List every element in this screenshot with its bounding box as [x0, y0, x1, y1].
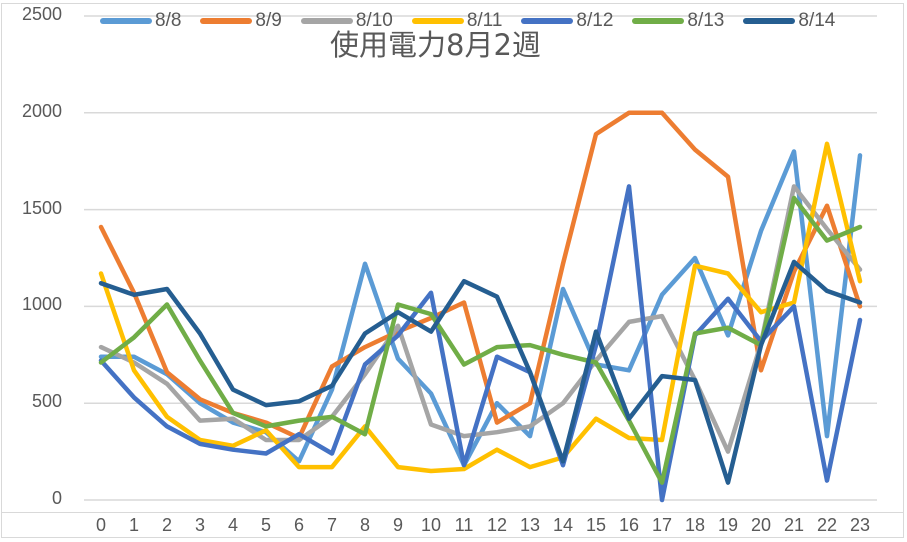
x-tick-label: 3	[194, 515, 205, 535]
chart-area	[1, 3, 904, 538]
series-line-8-10[interactable]	[98, 184, 863, 454]
legend-item[interactable]: 8/12	[521, 10, 613, 32]
x-tick-label: 15	[585, 515, 607, 535]
x-tick-label: 11	[454, 515, 474, 535]
legend-label: 8/9	[255, 10, 282, 31]
x-tick-label: 2	[161, 515, 172, 535]
legend-label: 8/12	[576, 10, 614, 31]
x-tick-label: 6	[293, 515, 304, 535]
x-tick-label: 17	[651, 515, 673, 535]
series-line-8-12[interactable]	[98, 184, 863, 503]
legend-item[interactable]: 8/9	[200, 10, 282, 32]
x-tick-label: 22	[816, 515, 838, 535]
series-line-8-14[interactable]	[98, 259, 863, 485]
legend-swatch-icon	[100, 18, 152, 24]
legend-item[interactable]: 8/13	[632, 10, 724, 32]
x-axis-band	[1, 512, 904, 540]
x-tick-label: 16	[618, 515, 640, 535]
legend-swatch-icon	[300, 18, 353, 24]
x-tick-label: 5	[260, 515, 271, 535]
x-tick-label: 0	[95, 515, 106, 535]
x-tick-label: 18	[684, 515, 706, 535]
x-tick-label: 10	[420, 515, 442, 535]
x-tick-label: 9	[392, 515, 403, 535]
x-tick-label: 21	[783, 515, 805, 535]
x-tick-label: 23	[849, 515, 871, 535]
legend-swatch-icon	[521, 18, 574, 24]
y-tick-label: 1000	[21, 294, 62, 315]
x-tick-label: 1	[128, 515, 139, 535]
legend-swatch-icon	[411, 18, 464, 24]
legend-item[interactable]: 8/10	[300, 10, 393, 32]
legend: 8/8 8/9 8/10 8/11 8/12 8/13 8/14	[100, 9, 854, 33]
x-tick-label: 8	[359, 515, 370, 535]
legend-swatch-icon	[200, 18, 253, 24]
x-tick-label: 4	[227, 515, 238, 535]
legend-label: 8/13	[687, 10, 725, 31]
legend-swatch-icon	[743, 18, 796, 24]
y-tick-label: 2000	[21, 100, 62, 121]
y-tick-label: 0	[51, 488, 62, 508]
series-line-8-11[interactable]	[98, 141, 863, 474]
x-tick-label: 7	[326, 515, 337, 535]
y-tick-label: 2500	[21, 4, 62, 24]
chart-title: 使用電力8月2週	[330, 28, 541, 62]
legend-swatch-icon	[632, 18, 685, 24]
series-line-8-9[interactable]	[98, 110, 863, 441]
x-tick-label: 13	[519, 515, 541, 535]
x-tick-label: 20	[750, 515, 772, 535]
legend-label: 8/11	[466, 10, 503, 31]
legend-label: 8/14	[798, 10, 836, 31]
y-tick-label: 1500	[21, 197, 62, 218]
legend-label: 8/8	[155, 10, 182, 31]
x-tick-label: 19	[717, 515, 739, 535]
legend-item[interactable]: 8/8	[100, 10, 181, 32]
legend-item[interactable]: 8/11	[411, 10, 503, 32]
x-tick-label: 14	[552, 515, 574, 535]
legend-item[interactable]: 8/14	[743, 10, 835, 32]
y-tick-label: 500	[31, 391, 62, 412]
legend-label: 8/10	[355, 10, 393, 31]
x-tick-label: 12	[486, 515, 508, 535]
series-line-8-13[interactable]	[98, 195, 863, 485]
